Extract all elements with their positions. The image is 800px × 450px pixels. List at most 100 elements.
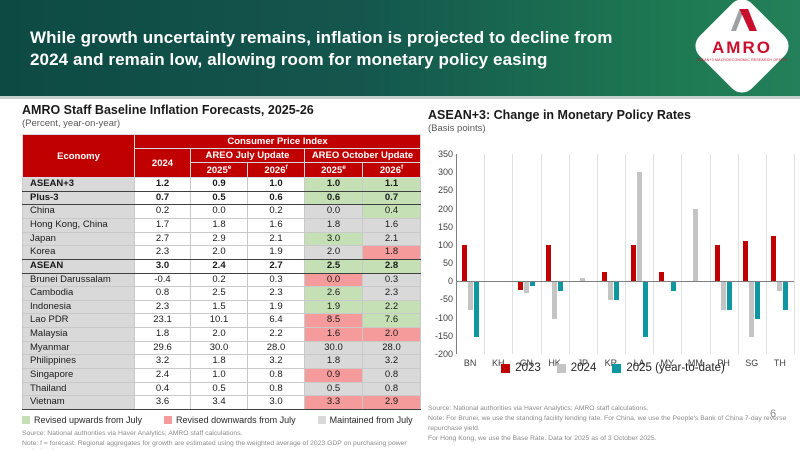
forecast-value: 2.3 xyxy=(134,299,191,315)
forecast-value: 0.8 xyxy=(247,381,305,397)
bar-2024-LA xyxy=(636,172,642,282)
gridline xyxy=(794,154,795,354)
amro-logo-subtext: ASEAN+3 MACROECONOMIC RESEARCH OFFICE xyxy=(696,58,788,62)
bar-2023-MY xyxy=(658,272,664,282)
col-header-cpi: Consumer Price Index xyxy=(134,134,421,149)
chart-note-1: Note: For Brunei, we use the standing fa… xyxy=(428,414,787,432)
bar-2025-HK xyxy=(558,282,564,292)
gridline xyxy=(681,154,683,354)
table-source: Source: National authorities via Haver A… xyxy=(22,429,243,437)
bar-2024-MM xyxy=(692,208,698,282)
chart-footnote: Source: National authorities via Haver A… xyxy=(428,404,798,443)
gridline xyxy=(484,154,486,354)
amro-logo: AMRO ASEAN+3 MACROECONOMIC RESEARCH OFFI… xyxy=(690,6,794,62)
bar-2023-LA xyxy=(630,244,636,282)
y-tick-label: -50 xyxy=(439,294,453,305)
forecast-value: 2.9 xyxy=(190,231,248,247)
forecast-value: 1.6 xyxy=(247,218,305,233)
forecast-value: 0.2 xyxy=(134,204,191,220)
col-header-october: AREO October Update xyxy=(304,148,421,163)
chart-source: Source: National authorities via Haver A… xyxy=(428,405,649,412)
bar-2023-SG xyxy=(743,241,749,282)
forecast-value: 3.0 xyxy=(134,258,191,274)
x-tick-label: CN xyxy=(519,358,533,368)
y-tick-label: -150 xyxy=(434,330,453,341)
forecast-value: 30.0 xyxy=(190,340,248,356)
legend-label: 2025 (year-to-date) xyxy=(626,362,725,374)
economy-name: Malaysia xyxy=(22,327,135,342)
legend-swatch-icon xyxy=(317,415,326,424)
bar-2024-TH xyxy=(777,282,783,292)
table-row: Indonesia 2.3 1.5 1.9 1.9 2.2 xyxy=(22,299,421,315)
economy-name: Brunei Darussalam xyxy=(22,272,135,288)
forecast-value: 2.4 xyxy=(134,367,191,383)
x-tick-label: KH xyxy=(491,358,505,368)
bar-2023-TH xyxy=(771,235,777,282)
october-revision-value: 30.0 xyxy=(304,340,363,356)
october-revision-value: 1.8 xyxy=(304,218,363,233)
economy-name: Myanmar xyxy=(22,340,135,356)
chart-subtitle: (Basis points) xyxy=(428,123,486,134)
bar-2024-KR xyxy=(608,282,614,301)
forecast-value: 3.4 xyxy=(190,395,248,410)
table-subtitle: (Percent, year-on-year) xyxy=(22,118,121,129)
forecast-value: 1.8 xyxy=(190,354,248,369)
legend-swatch-icon xyxy=(164,415,173,424)
forecast-value: 2.1 xyxy=(247,231,305,247)
october-revision-value: 0.9 xyxy=(304,367,363,383)
y-tick-label: -200 xyxy=(434,349,453,359)
forecast-value: 2.4 xyxy=(190,258,248,274)
economy-name: Lao PDR xyxy=(22,313,135,329)
forecast-value: 0.4 xyxy=(134,381,191,397)
economy-name: Singapore xyxy=(22,367,135,383)
forecast-value: 2.2 xyxy=(247,327,305,342)
legend-label: Revised upwards from July xyxy=(34,414,143,425)
x-tick-label: MY xyxy=(660,358,675,368)
col-header-july: AREO July Update xyxy=(190,148,305,163)
col-header-economy: Economy xyxy=(22,133,135,179)
x-tick-label: MM xyxy=(687,358,703,368)
gridline xyxy=(596,154,598,354)
policy-rate-chart-panel: ASEAN+3: Change in Monetary Policy Rates… xyxy=(428,108,798,443)
table-footnote: Source: National authorities via Haver A… xyxy=(22,429,420,450)
october-revision-value: 0.7 xyxy=(362,190,421,206)
bar-2024-CN xyxy=(523,282,529,294)
october-revision-value: 1.6 xyxy=(304,327,363,342)
october-revision-value: 2.0 xyxy=(304,245,363,260)
forecast-value: 0.7 xyxy=(134,190,191,206)
gridline xyxy=(625,154,626,354)
bar-2023-BN xyxy=(461,244,467,282)
october-revision-value: 1.1 xyxy=(362,177,421,192)
october-revision-value: 1.6 xyxy=(362,218,421,233)
october-revision-value: 7.6 xyxy=(362,313,421,329)
legend-swatch-icon xyxy=(612,363,622,373)
bar-2023-CN xyxy=(517,282,523,290)
economy-name: Plus-3 xyxy=(22,190,135,206)
gridline xyxy=(512,154,514,354)
october-revision-value: 28.0 xyxy=(362,340,421,356)
amro-logo-word: AMRO xyxy=(712,38,772,57)
x-tick-label: PH xyxy=(717,358,730,368)
october-revision-value: 0.0 xyxy=(304,272,363,288)
col-header-oct-2025: 2025e xyxy=(304,161,363,179)
table-note-1: Note: f = forecast. Regional aggregates … xyxy=(22,439,407,450)
bar-2025-PH xyxy=(727,282,733,310)
page-number: 6 xyxy=(770,408,777,420)
col-header-2024: 2024 xyxy=(134,147,191,179)
y-tick-label: 0 xyxy=(447,276,453,287)
chart-title: ASEAN+3: Change in Monetary Policy Rates xyxy=(428,108,691,122)
legend-swatch-icon xyxy=(22,415,30,424)
october-revision-value: 2.9 xyxy=(362,395,421,410)
chart-legend: 2023 2024 2025 (year-to-date) xyxy=(428,362,798,374)
gridline xyxy=(709,154,711,354)
slide-title: While growth uncertainty remains, inflat… xyxy=(30,27,650,72)
forecast-value: 23.1 xyxy=(134,313,191,329)
table-row: Lao PDR 23.1 10.1 6.4 8.5 7.6 xyxy=(22,313,421,329)
economy-name: Japan xyxy=(22,231,135,247)
legend-label: Revised downwards from July xyxy=(176,414,296,425)
x-tick-label: SG xyxy=(745,358,759,368)
forecast-value: 0.2 xyxy=(190,272,248,288)
y-tick-label: 50 xyxy=(442,258,453,269)
october-revision-value: 0.8 xyxy=(362,381,421,397)
x-tick-label: KR xyxy=(604,358,618,368)
